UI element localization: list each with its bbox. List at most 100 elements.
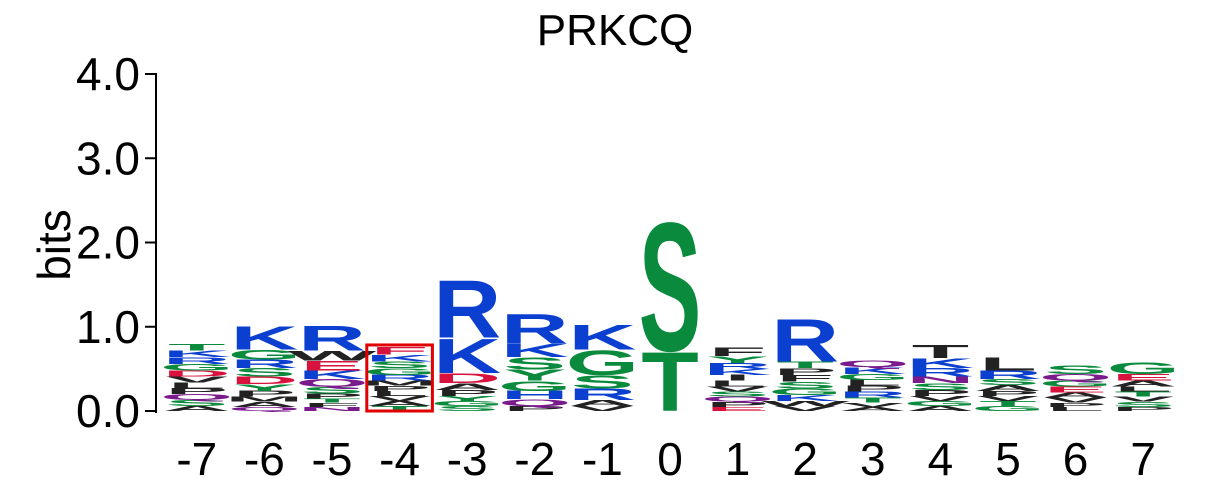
x-tick-label: 1 [725,433,751,485]
logo-letter-V: V [368,395,431,403]
logo-letter-K: K [163,349,231,359]
logo-letter-G: G [431,400,504,408]
logo-letter-T: T [1115,390,1172,398]
logo-letter-Q: Q [228,406,301,413]
logo-letter-S: S [977,378,1040,387]
y-axis-ticks: 0.0 1.0 2.0 3.0 4.0 [76,48,157,437]
logo-letter-L: L [1047,406,1104,413]
logo-letter-R: R [366,373,434,382]
logo-letter-R: R [907,366,975,379]
y-tick-label: 0.0 [76,385,140,437]
logo-letter-P: P [233,389,296,398]
logo-letter-T: T [777,360,835,370]
logo-letter-Q: Q [160,393,233,402]
highlight-box [365,343,434,413]
chart-title: PRKCQ [537,6,693,55]
logo-letter-R: R [569,385,637,403]
logo-letter-A: A [433,382,501,392]
logo-letter-K: K [298,368,366,381]
logo-letter-V: V [774,405,837,413]
logo-letter-Q: Q [836,359,909,369]
x-tick-label: -3 [447,433,488,485]
logo-letter-G: G [836,373,909,382]
logo-letter-V: V [571,405,634,413]
logo-letter-G: G [228,347,301,363]
logo-letter-Q: Q [701,395,774,403]
logo-letter-K: K [771,394,839,403]
logo-letter-S: S [706,390,769,398]
logo-letter-Q: Q [498,398,571,408]
logo-letter-F: F [303,402,360,409]
logo-letter-R: R [298,319,366,358]
logo-letter-P: P [909,389,972,398]
logo-letter-S: S [368,360,431,370]
y-tick-label: 4.0 [76,48,140,100]
x-tick-label: -4 [379,433,420,485]
logo-letter-F: F [777,373,834,383]
logo-letter-R: R [771,306,839,375]
logo-letter-S: S [1044,363,1107,376]
logo-letter-T: T [912,341,969,362]
logo-letter-Y: Y [706,355,769,365]
logo-letter-P: P [165,387,228,396]
logo-letter-D: D [163,369,231,378]
y-axis-label: bits [28,209,80,281]
x-tick-label: -1 [582,433,623,485]
x-tick-label: 3 [860,433,886,485]
x-tick-label: 7 [1130,433,1156,485]
logo-letter-T: T [371,405,428,413]
logo-letter-G: G [566,343,639,382]
logo-letter-M: M [225,395,303,403]
logo-letter-F: F [709,346,766,359]
logo-letter-V: V [909,395,972,403]
logo-letter-Y: Y [233,382,296,392]
logo-letter-P: P [436,389,499,398]
logo-letter-S: S [436,405,499,413]
logo-letter-K: K [501,340,569,361]
logo-letter-D: D [433,371,501,387]
logo-letter-E: E [706,406,769,413]
logo-letter-V: V [977,395,1040,403]
logo-letter-S: S [1112,401,1175,409]
logo-letter-E: E [301,358,364,374]
y-tick-label: 3.0 [76,132,140,184]
logo-letter-R: R [501,306,569,353]
logo-letter-S: S [571,372,634,393]
x-tick-label: -5 [312,433,353,485]
logo-letter-P: P [774,366,837,376]
x-tick-label: -2 [514,433,555,485]
logo-letter-A: A [1109,379,1177,388]
logo-letter-S: S [503,354,566,374]
logo-letter-L: L [371,390,428,398]
logo-letter-G: G [498,378,571,394]
logo-letter-T: T [844,396,901,404]
x-tick-label: 0 [657,433,683,485]
logo-letter-W: W [288,348,378,364]
x-tick-label: 6 [1063,433,1089,485]
logo-letter-S: S [909,382,972,392]
logo-letter-Q: Q [295,377,368,389]
y-tick-label: 2.0 [76,217,140,269]
logo-letter-S: S [233,366,296,379]
logo-letter-G: G [160,362,233,372]
logo-letter-S: S [774,380,837,390]
logo-letter-K: K [230,320,298,357]
logo-letter-G: G [1107,359,1180,377]
logo-stacks: ASQPLVDGRKTQAMPYDSRGKNFTPSQKEWRTAVLPMRGS… [160,184,1179,429]
x-tick-label: -7 [176,433,217,485]
logo-letter-T: T [303,397,360,404]
y-tick-label: 1.0 [76,301,140,353]
logo-letter-A: A [839,406,907,413]
logo-letter-K: K [839,366,907,376]
logo-letter-A: A [906,405,974,413]
logo-letter-V: V [1044,396,1107,404]
logo-letter-P: P [706,401,769,409]
logo-letter-R: R [974,368,1042,381]
logo-letter-I: I [725,373,751,382]
logo-letter-R: R [433,263,501,355]
logo-letter-G: G [904,400,977,408]
logo-letter-V: V [165,375,228,384]
logo-letter-Y: Y [503,367,566,384]
logo-letter-H: H [501,389,569,402]
logo-letter-A: A [366,400,434,408]
